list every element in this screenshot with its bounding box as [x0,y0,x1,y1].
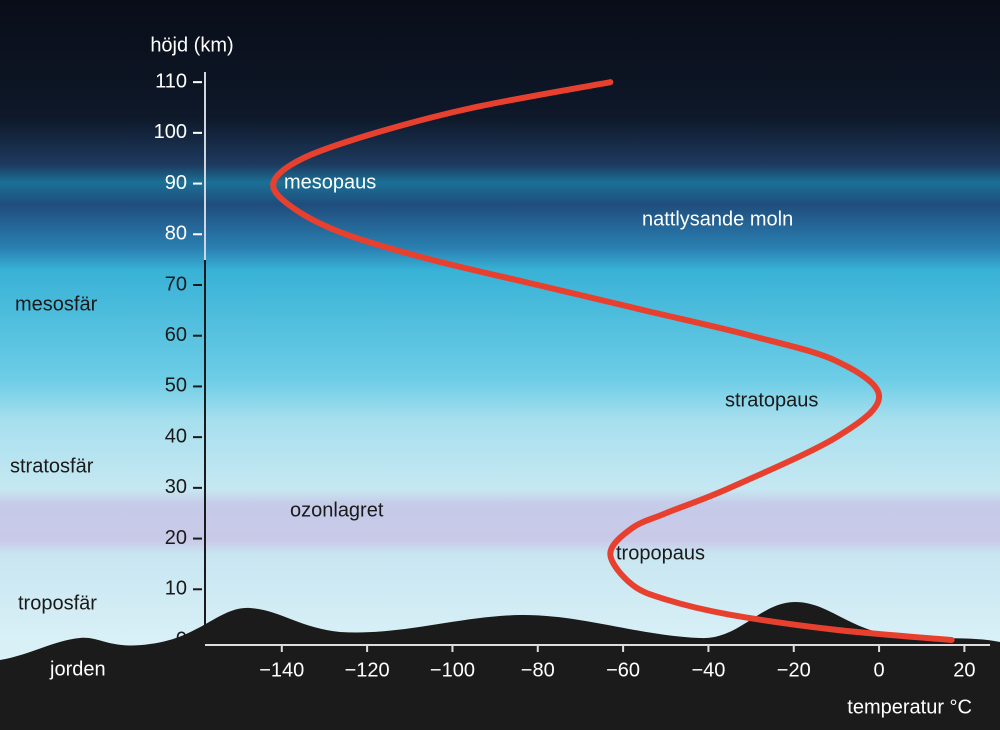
x-tick-label: 0 [874,659,885,681]
x-tick-label: −100 [430,659,475,681]
x-tick-label: −60 [606,659,640,681]
y-tick-label: 80 [165,223,187,245]
y-tick-label: 40 [165,425,187,447]
ground [0,602,1000,730]
temperature-line [270,79,955,643]
y-axis-label: höjd (km) [150,34,233,56]
y-tick-label: 100 [154,121,187,143]
annotation: mesopaus [284,171,376,193]
layer-label: jorden [49,658,106,680]
y-tick-label: 50 [165,375,187,397]
y-tick-label: 10 [165,578,187,600]
x-tick-label: −40 [691,659,725,681]
x-tick-label: −140 [259,659,304,681]
y-tick-label: 70 [165,273,187,295]
annotation: nattlysande moln [642,208,793,230]
x-tick-label: −80 [521,659,555,681]
annotation: stratopaus [725,389,818,411]
annotation: ozonlagret [290,499,384,521]
layer-label: stratosfär [10,455,94,477]
y-tick-label: 60 [165,324,187,346]
y-tick-label: 20 [165,527,187,549]
x-tick-label: −20 [777,659,811,681]
layer-label: mesosfär [15,293,98,315]
x-tick-label: −120 [345,659,390,681]
y-tick-label: 90 [165,172,187,194]
y-tick-label: 0 [176,628,187,650]
x-axis-label: temperatur °C [847,696,972,718]
x-tick-label: 20 [953,659,975,681]
layer-label: troposfär [18,592,97,614]
annotation: tropopaus [616,542,705,564]
y-tick-label: 30 [165,476,187,498]
y-tick-label: 110 [155,70,187,92]
